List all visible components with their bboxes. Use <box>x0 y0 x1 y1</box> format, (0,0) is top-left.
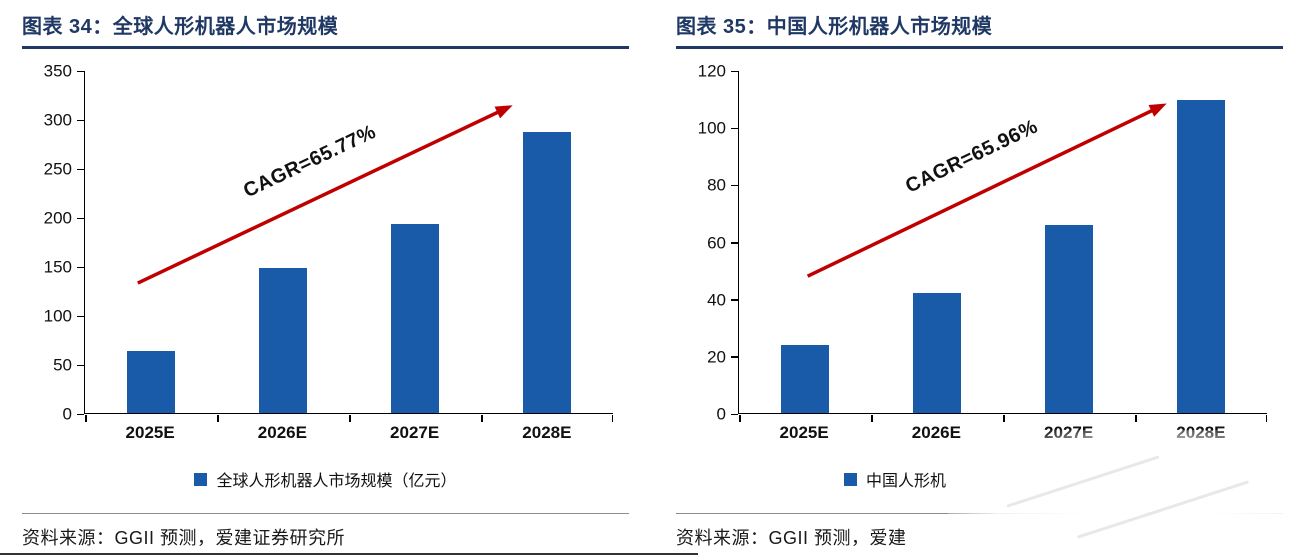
chart-panel-china: 图表 35：中国人形机器人市场规模 CAGR=65.96% 0 20 40 60 80 1… <box>676 10 1283 550</box>
y-tick-label: 80 <box>707 175 726 195</box>
y-tick-mark <box>731 413 738 415</box>
x-category-label: 2025E <box>125 423 175 442</box>
x-category-label: 2027E <box>1044 423 1094 442</box>
bar <box>912 293 962 413</box>
y-tick-mark <box>731 70 738 72</box>
y-tick-label: 300 <box>43 110 72 130</box>
x-tick-mark <box>611 414 613 422</box>
x-tick-mark <box>481 414 483 422</box>
y-tick-label: 60 <box>707 233 726 252</box>
legend-swatch-icon <box>194 472 208 486</box>
y-tick-label: 350 <box>43 61 72 81</box>
x-category-label: 2026E <box>257 423 307 442</box>
chart-heading-china: 图表 35：中国人形机器人市场规模 <box>676 10 1283 49</box>
bar <box>1044 224 1094 413</box>
y-tick-mark <box>77 168 84 170</box>
plot-global: CAGR=65.77% <box>84 71 613 422</box>
x-category-label: 2028E <box>1176 423 1226 442</box>
y-tick-label: 250 <box>43 159 72 179</box>
y-tick-label: 100 <box>43 306 72 326</box>
y-tick-mark <box>77 70 84 72</box>
y-tick-label: 50 <box>53 355 72 375</box>
legend-label-global: 全球人形机器人市场规模（亿元） <box>216 473 457 490</box>
y-tick-mark <box>77 315 84 318</box>
bar <box>126 351 176 413</box>
y-tick-label: 120 <box>697 61 726 81</box>
x-tick-mark <box>1265 414 1267 422</box>
x-tick-mark <box>1003 414 1005 422</box>
y-tick-mark <box>731 356 738 358</box>
chart-heading-global: 图表 34：全球人形机器人市场规模 <box>22 10 629 49</box>
x-tick-mark <box>349 414 351 422</box>
chart-area-global: CAGR=65.77% 0 50 100 150 200 250 300 350 <box>22 63 629 423</box>
x-tick-mark <box>1135 414 1137 422</box>
bar <box>1176 99 1226 413</box>
y-tick-label: 100 <box>697 118 726 138</box>
y-tick-label: 0 <box>62 404 72 424</box>
y-tick-mark <box>731 299 738 301</box>
y-tick-mark <box>731 127 738 130</box>
y-tick-mark <box>77 364 84 367</box>
bar <box>258 268 308 413</box>
source-note-global: 资料来源：GGII 预测，爱建证券研究所 <box>22 513 629 550</box>
x-tick-mark <box>871 414 873 422</box>
y-tick-mark <box>731 242 738 244</box>
page-bottom-rule <box>0 553 698 555</box>
y-tick-label: 20 <box>707 347 726 367</box>
y-tick-mark <box>731 184 738 187</box>
bar-series-global <box>85 71 613 413</box>
x-tick-mark <box>85 414 87 422</box>
x-category-label: 2025E <box>779 423 829 442</box>
y-tick-mark <box>77 266 84 268</box>
bar <box>390 224 440 413</box>
x-category-label: 2026E <box>911 423 961 442</box>
x-tick-mark <box>739 414 741 422</box>
y-tick-mark <box>77 119 84 121</box>
bar <box>780 344 830 413</box>
plot-china: CAGR=65.96% <box>738 71 1267 422</box>
chart-legend-china: 中国人形机 <box>676 471 1283 490</box>
x-tick-mark <box>217 414 219 422</box>
x-axis-labels-china: 2025E 2026E 2027E 2028E <box>738 423 1267 443</box>
x-category-label: 2027E <box>390 423 440 442</box>
source-note-china: 资料来源：GGII 预测，爱建 <box>676 513 1283 550</box>
chart-panel-global: 图表 34：全球人形机器人市场规模 CAGR=65.77% 0 50 100 150 2… <box>22 10 629 550</box>
chart-area-china: CAGR=65.96% 0 20 40 60 80 100 120 <box>676 63 1283 423</box>
y-tick-label: 200 <box>43 208 72 228</box>
y-tick-mark <box>77 217 84 220</box>
y-tick-mark <box>77 413 84 415</box>
y-tick-label: 40 <box>707 290 726 310</box>
y-tick-label: 0 <box>716 404 726 424</box>
x-axis-labels-global: 2025E 2026E 2027E 2028E <box>84 423 613 443</box>
bar <box>522 131 572 413</box>
y-tick-label: 150 <box>43 257 72 277</box>
bar-series-china <box>739 71 1267 413</box>
x-category-label: 2028E <box>522 423 572 442</box>
legend-swatch-icon <box>844 472 857 486</box>
chart-legend-global: 全球人形机器人市场规模（亿元） <box>22 471 629 490</box>
legend-label-china: 中国人形机 <box>866 473 947 490</box>
